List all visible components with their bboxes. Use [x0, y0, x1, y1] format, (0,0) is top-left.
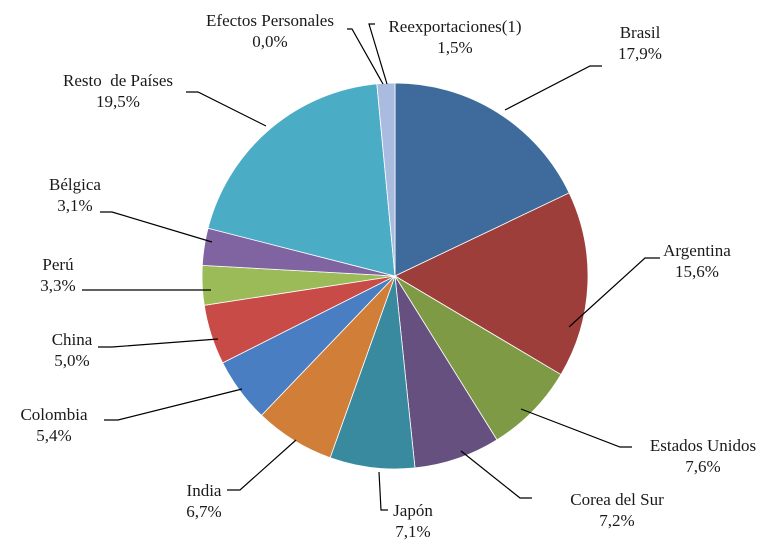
- slice-label-estados-unidos: Estados Unidos: [650, 436, 756, 455]
- leader-line-reexportaciones-1: [368, 23, 388, 85]
- slice-value-india: 6,7%: [186, 502, 221, 521]
- leader-line-brasil: [504, 65, 602, 111]
- slice-value-estados-unidos: 7,6%: [685, 457, 720, 476]
- slice-value-corea-del-sur: 7,2%: [599, 511, 634, 530]
- leader-line-japon: [378, 471, 388, 511]
- slice-label-colombia: Colombia: [20, 405, 88, 424]
- leader-line-efectos-personales: [347, 28, 384, 85]
- slice-value-colombia: 5,4%: [36, 426, 71, 445]
- slice-value-peru: 3,3%: [40, 276, 75, 295]
- pie-slice-resto-de-paises: [207, 83, 396, 277]
- slice-label-brasil: Brasil: [620, 23, 661, 42]
- leader-line-colombia: [104, 388, 243, 421]
- leader-line-belgica: [100, 211, 213, 243]
- slice-label-corea-del-sur: Corea del Sur: [570, 490, 664, 509]
- slice-label-japon: Japón: [393, 501, 433, 520]
- slice-value-china: 5,0%: [54, 351, 89, 370]
- slice-label-efectos-personales: Efectos Personales: [206, 11, 334, 30]
- leader-line-india: [227, 439, 297, 491]
- pie-slice-brasil: [394, 82, 570, 277]
- leader-line-corea-del-sur: [460, 450, 532, 499]
- slice-label-peru: Perú: [42, 255, 74, 274]
- leader-line-argentina: [568, 257, 660, 328]
- slice-value-belgica: 3,1%: [57, 196, 92, 215]
- leader-lines: [82, 23, 660, 511]
- pie-slice-reexportaciones-1: [376, 82, 396, 277]
- slice-label-reexportaciones-1: Reexportaciones(1): [388, 17, 521, 36]
- slice-label-resto-de-paises: Resto de Países: [63, 71, 173, 90]
- pie-slice-argentina: [394, 192, 589, 376]
- data-labels: Brasil 17,9% Argentina 15,6% Estados Unidos 7…: [20, 11, 756, 541]
- slice-label-india: India: [187, 481, 222, 500]
- slice-label-argentina: Argentina: [663, 241, 731, 260]
- slice-value-brasil: 17,9%: [618, 44, 662, 63]
- slice-value-japon: 7,1%: [395, 522, 430, 541]
- slice-value-reexportaciones-1: 1,5%: [437, 38, 472, 57]
- slice-value-resto-de-paises: 19,5%: [96, 92, 140, 111]
- leader-line-estados-unidos: [520, 408, 632, 448]
- slice-label-belgica: Bélgica: [49, 175, 101, 194]
- leader-line-resto-de-paises: [186, 91, 267, 127]
- slice-value-efectos-personales: 0,0%: [252, 32, 287, 51]
- slice-label-china: China: [52, 330, 93, 349]
- leader-line-china: [98, 338, 219, 348]
- slice-value-argentina: 15,6%: [675, 262, 719, 281]
- pie-slices: [201, 82, 589, 470]
